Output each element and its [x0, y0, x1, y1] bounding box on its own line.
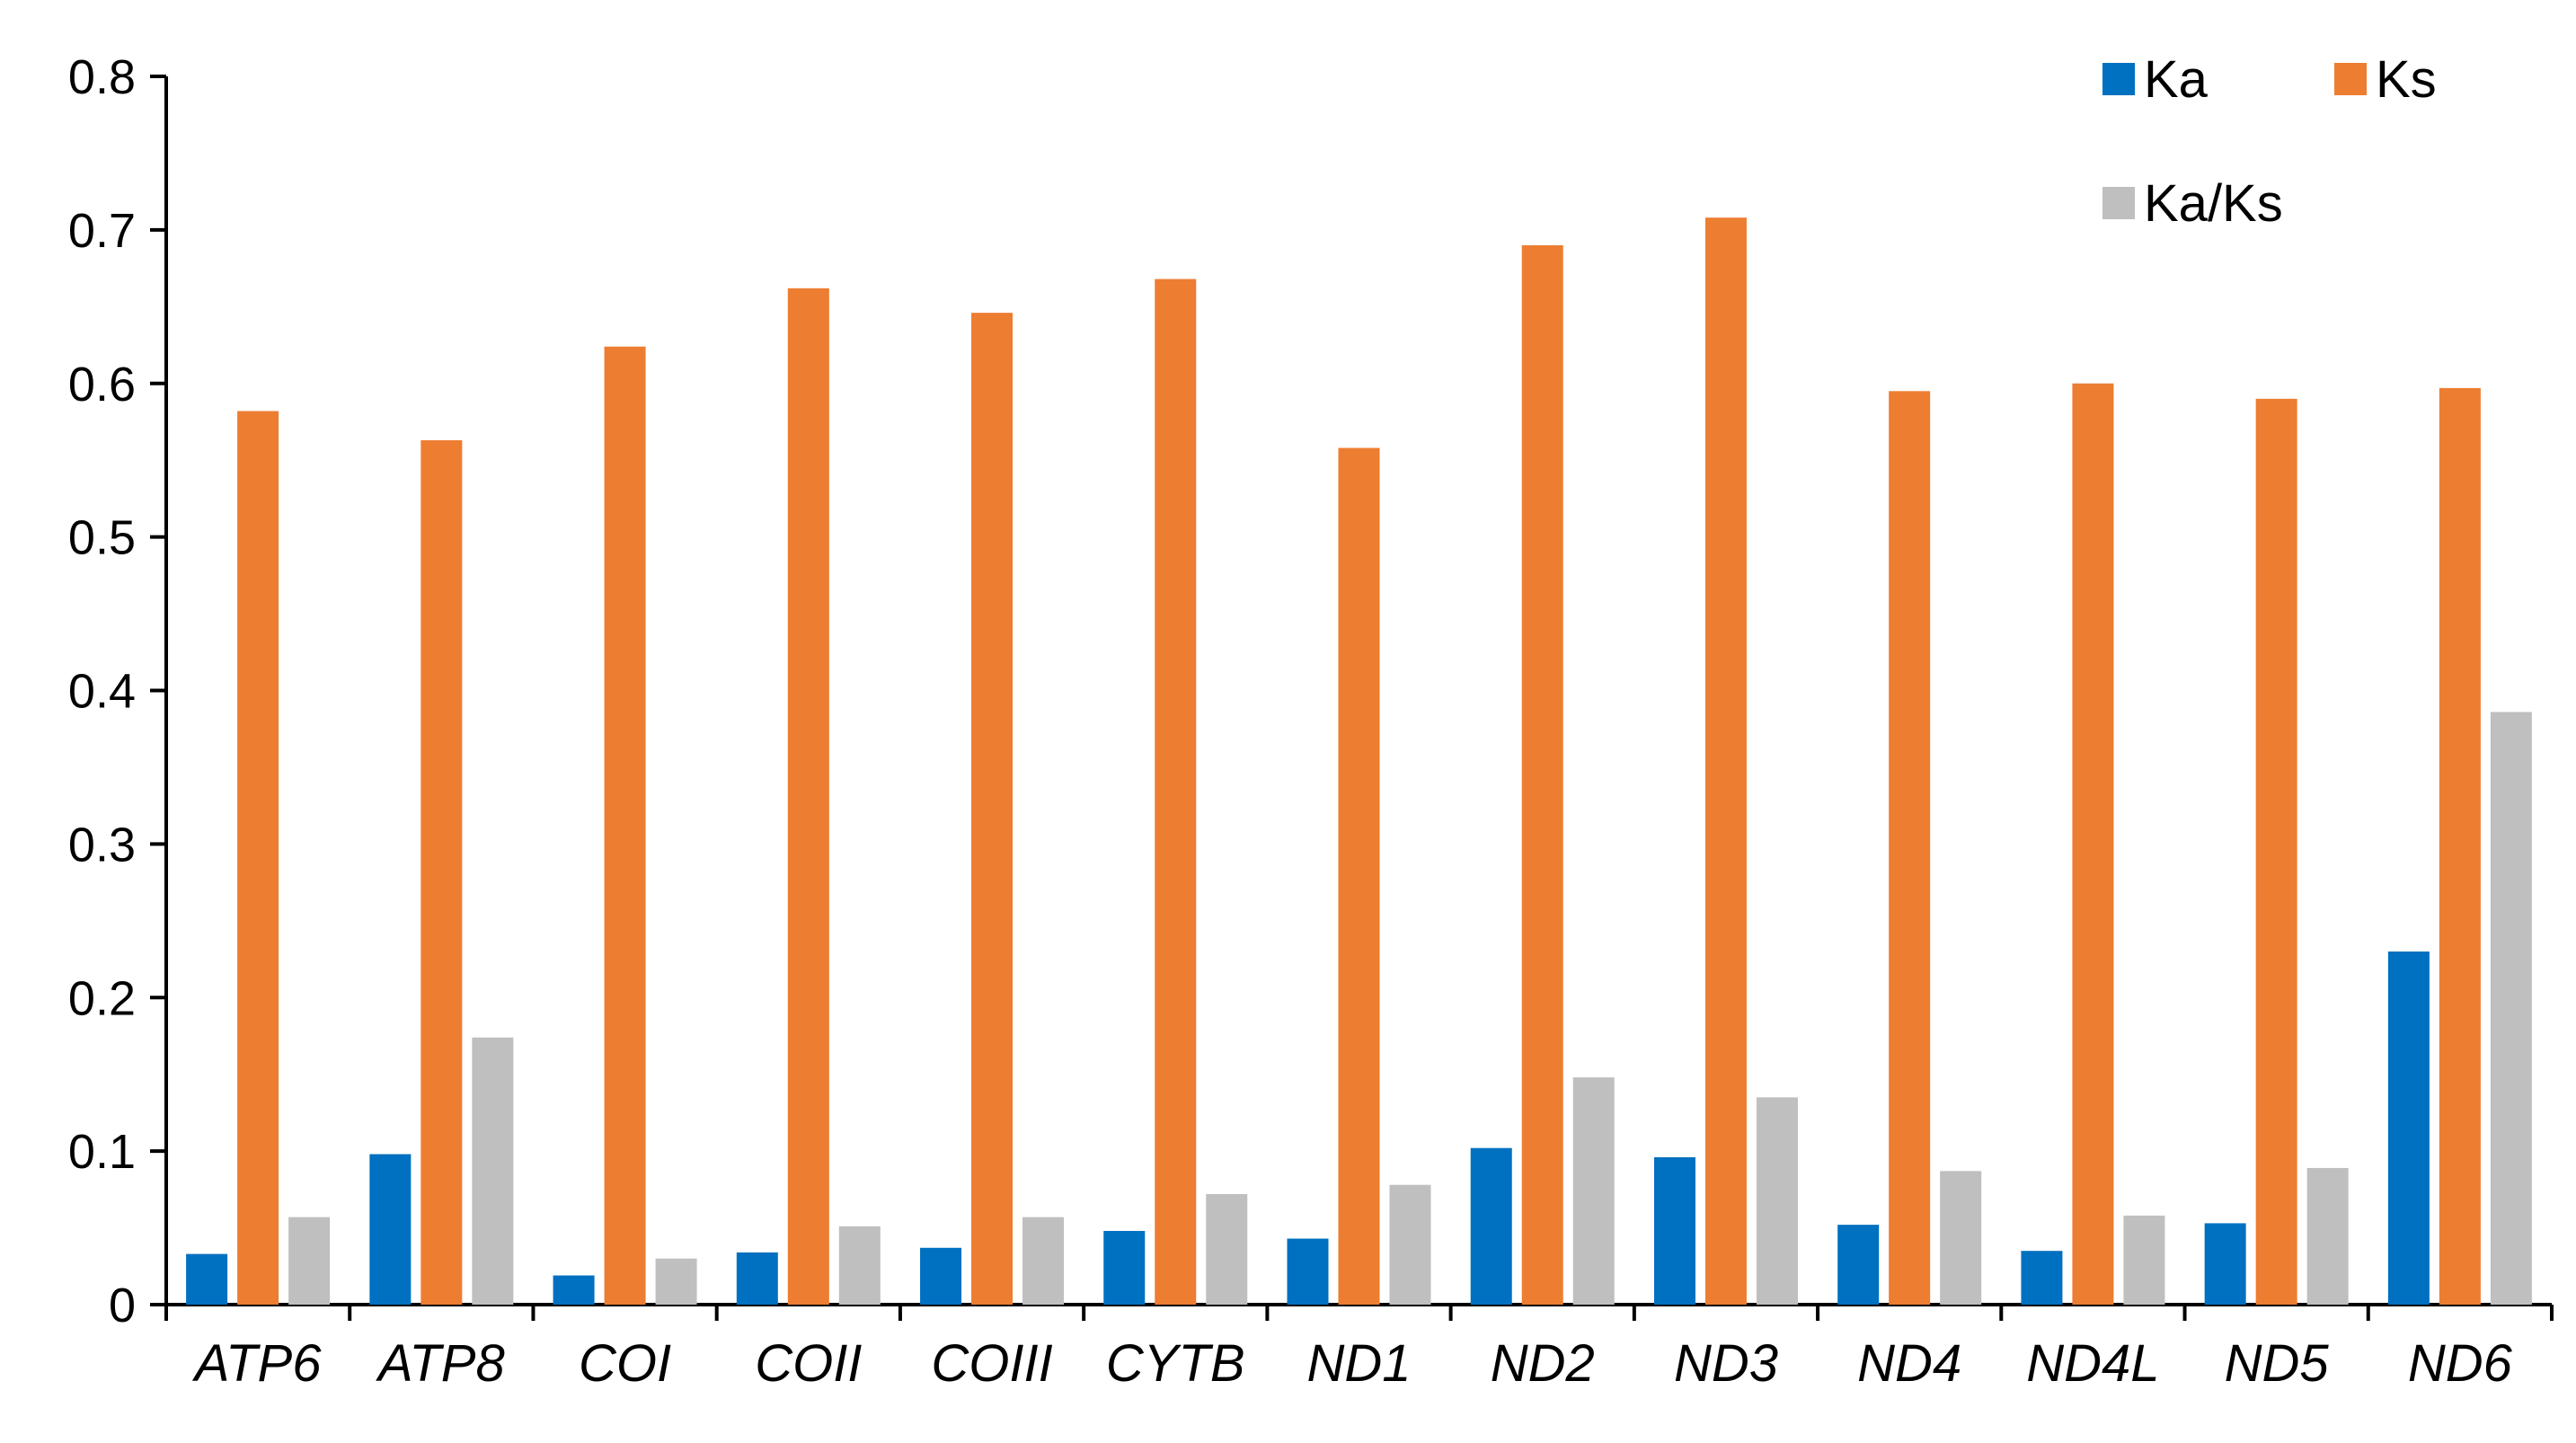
bar-ka-ks-coiii — [1022, 1217, 1065, 1305]
y-tick-label: 0.6 — [68, 358, 136, 412]
bar-ks-nd4 — [1889, 391, 1931, 1305]
bar-ka-atp6 — [186, 1253, 228, 1305]
bar-ka-ks-nd4 — [1940, 1171, 1982, 1305]
bar-ka-nd6 — [2387, 951, 2430, 1305]
bar-ka-coiii — [920, 1247, 962, 1305]
x-category-label: ND4L — [2026, 1334, 2159, 1393]
bars-layer — [186, 217, 2532, 1306]
bar-ka-ks-coii — [838, 1226, 881, 1305]
x-category-label: COIII — [931, 1334, 1052, 1393]
x-category-label: ND1 — [1306, 1334, 1411, 1393]
legend-label-ks: Ks — [2376, 50, 2437, 109]
labels-layer: 0 0.1 0.2 0.3 0.4 0.5 0.6 0.7 0.8 ATP6 ATP8 COI COII… — [68, 50, 2513, 1393]
bar-ks-nd5 — [2255, 398, 2297, 1305]
bar-ka-nd4 — [1837, 1225, 1880, 1305]
y-tick-label: 0.8 — [68, 50, 136, 104]
legend-swatch-ka-ks — [2102, 187, 2135, 219]
bar-ks-nd2 — [1521, 244, 1563, 1305]
bar-ks-cytb — [1155, 279, 1197, 1306]
y-tick-label: 0.7 — [68, 204, 136, 258]
bar-ka-atp8 — [369, 1154, 412, 1305]
legend-label-ka: Ka — [2144, 50, 2209, 109]
bar-ka-nd1 — [1287, 1238, 1329, 1305]
y-tick-label: 0.3 — [68, 818, 136, 872]
x-category-label: ATP6 — [192, 1334, 322, 1393]
bar-ka-ks-nd5 — [2306, 1167, 2349, 1305]
y-tick-label: 0 — [109, 1279, 136, 1332]
y-tick-label: 0.5 — [68, 511, 136, 565]
bar-ka-ks-nd6 — [2490, 712, 2532, 1305]
x-category-label: COI — [579, 1334, 671, 1393]
y-tick-label: 0.1 — [68, 1125, 136, 1179]
x-category-label: CYTB — [1106, 1334, 1245, 1393]
bar-ks-coi — [604, 346, 646, 1305]
bar-ks-nd3 — [1704, 217, 1747, 1306]
legend-swatch-ka — [2102, 63, 2135, 95]
bar-ks-nd4l — [2072, 383, 2114, 1305]
x-category-label: ND5 — [2225, 1334, 2330, 1393]
bar-ks-atp8 — [420, 439, 463, 1305]
legend: Ka Ks Ka/Ks — [2102, 50, 2437, 233]
bar-ks-coiii — [971, 313, 1014, 1306]
bar-ka-ks-cytb — [1206, 1193, 1248, 1305]
bar-ka-nd4l — [2021, 1251, 2063, 1305]
y-tick-label: 0.4 — [68, 665, 136, 719]
x-category-label: ATP8 — [376, 1334, 505, 1393]
x-category-label: ND3 — [1674, 1334, 1778, 1393]
bar-ka-ks-nd3 — [1756, 1097, 1798, 1305]
x-category-label: COII — [755, 1334, 862, 1393]
bar-ka-ks-atp6 — [288, 1217, 331, 1305]
legend-label-ka-ks: Ka/Ks — [2144, 174, 2283, 233]
bar-ks-atp6 — [237, 411, 279, 1305]
legend-swatch-ks — [2334, 63, 2367, 95]
bar-ka-coii — [736, 1252, 778, 1305]
bar-ka-nd3 — [1653, 1156, 1695, 1305]
bar-ka-ks-nd1 — [1389, 1184, 1431, 1305]
bar-ka-nd5 — [2204, 1223, 2246, 1305]
bar-ks-nd6 — [2439, 387, 2481, 1306]
bar-ka-ks-coi — [655, 1258, 697, 1305]
bar-ka-ks-nd4l — [2123, 1215, 2165, 1305]
bar-ka-nd2 — [1470, 1147, 1512, 1305]
x-category-label: ND6 — [2408, 1334, 2513, 1393]
y-tick-label: 0.2 — [68, 971, 136, 1025]
x-category-label: ND4 — [1857, 1334, 1961, 1393]
bar-ks-nd1 — [1338, 447, 1380, 1306]
bar-ka-ks-atp8 — [472, 1037, 514, 1305]
x-category-label: ND2 — [1491, 1334, 1595, 1393]
bar-ka-cytb — [1103, 1230, 1146, 1305]
bar-ks-coii — [787, 288, 829, 1305]
bar-ka-ks-nd2 — [1572, 1077, 1615, 1305]
bar-ka-coi — [553, 1275, 595, 1305]
